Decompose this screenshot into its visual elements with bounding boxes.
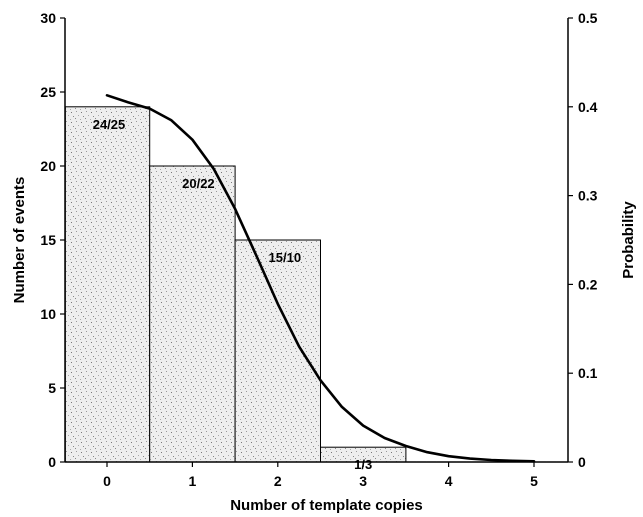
y-tick-label: 30 [40, 10, 56, 26]
bar-label-2: 15/10 [269, 250, 302, 265]
y2-tick-label: 0.2 [578, 276, 598, 292]
y-tick-label: 10 [40, 306, 56, 322]
bar-label-0: 24/25 [93, 117, 126, 132]
y2-ticks-group: 0 0.1 0.2 0.3 0.4 0.5 [568, 10, 598, 470]
bar-0 [64, 106, 151, 463]
bar-label-1: 20/22 [182, 176, 215, 191]
y-tick-label: 25 [40, 84, 56, 100]
y2-tick-label: 0.1 [578, 365, 598, 381]
y-tick-label: 20 [40, 158, 56, 174]
x-tick-label: 3 [359, 473, 367, 489]
y2-tick-label: 0.4 [578, 99, 598, 115]
bars-group [64, 106, 407, 463]
x-tick-label: 4 [445, 473, 453, 489]
bar-2 [234, 239, 322, 463]
probability-curve [105, 94, 536, 463]
bar-1 [149, 165, 236, 463]
y-tick-label: 5 [48, 380, 56, 396]
y-axis-title: Number of events [11, 177, 28, 304]
y-ticks-group: 0 5 10 15 20 25 30 [40, 10, 65, 470]
x-tick-label: 1 [189, 473, 197, 489]
y-tick-label: 15 [40, 232, 56, 248]
y2-axis-title: Probability [620, 201, 637, 279]
x-tick-label: 2 [274, 473, 282, 489]
y-tick-label: 0 [48, 454, 56, 470]
x-ticks-group: 0 1 2 3 4 5 [103, 462, 538, 489]
y2-tick-label: 0 [578, 454, 586, 470]
x-tick-label: 5 [530, 473, 538, 489]
x-axis-title: Number of template copies [230, 497, 423, 514]
x-tick-label: 0 [103, 473, 111, 489]
y2-tick-label: 0.5 [578, 10, 598, 26]
y2-tick-label: 0.3 [578, 188, 598, 204]
